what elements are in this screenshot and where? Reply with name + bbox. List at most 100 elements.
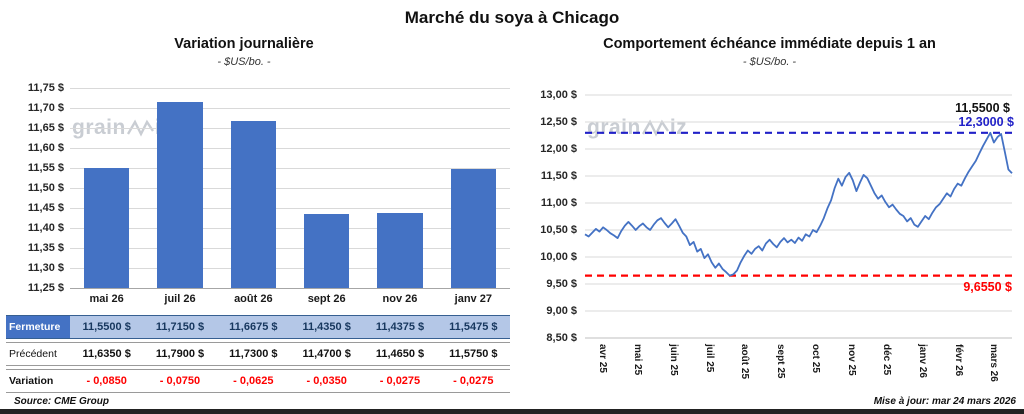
bar-chart-title: Variation journalière	[174, 36, 314, 52]
y-tick-label: 11,50 $	[27, 182, 64, 194]
x-month-label: janv 26	[917, 344, 929, 378]
page-title: Marché du soya à Chicago	[404, 8, 620, 27]
row-label: Variation	[9, 375, 54, 387]
x-month-label: déc 25	[881, 344, 893, 376]
gridline	[70, 128, 510, 129]
table-cell: 11,7150 $	[143, 316, 217, 338]
bar-mai 26	[83, 168, 130, 288]
y-tick-label: 12,50 $	[540, 116, 577, 128]
bar-sept 26	[303, 214, 350, 288]
price-table: Fermeture 11,5500 $11,7150 $11,6675 $11,4…	[6, 315, 510, 396]
bar-x-axis: mai 26 juil 26 août 26 sept 26 nov 26 janv 27	[70, 293, 510, 305]
bar-août 26	[230, 121, 277, 288]
bar-slot	[363, 88, 436, 288]
table-cell: 11,4375 $	[363, 316, 437, 338]
bar-nov 26	[377, 213, 423, 288]
y-tick-label: 12,00 $	[540, 143, 577, 155]
line-plot-area	[584, 94, 1013, 339]
year-high-label: 12,3000 $	[958, 115, 1014, 129]
x-month-label: nov 25	[845, 344, 857, 376]
table-cell: 11,4650 $	[375, 348, 425, 360]
y-tick-label: 11,35 $	[27, 242, 64, 254]
daily-variation-panel: Variation journalière - $US/bo. - grain …	[6, 0, 512, 414]
table-cell: 11,5475 $	[436, 316, 510, 338]
x-category-label: juil 26	[164, 293, 196, 305]
bottom-bar	[0, 409, 1024, 414]
bar-plot-area	[70, 88, 510, 289]
x-month-label: juin 25	[667, 344, 679, 376]
year-low-label: 9,6550 $	[963, 280, 1012, 294]
x-month-label: févr 26	[952, 344, 964, 377]
table-cell: 11,7900 $	[155, 348, 205, 360]
y-tick-label: 9,00 $	[546, 305, 577, 317]
bar-slot	[290, 88, 363, 288]
y-tick-label: 11,65 $	[27, 122, 64, 134]
bar-series	[70, 88, 510, 288]
x-category-label: mai 26	[89, 293, 124, 305]
bar-janv 27	[450, 169, 497, 288]
price-line	[584, 131, 1013, 277]
y-tick-label: 10,00 $	[540, 251, 577, 263]
gridline	[70, 88, 510, 89]
x-category-label: août 26	[234, 293, 273, 305]
gridline	[70, 228, 510, 229]
last-price-label: 11,5500 $	[955, 101, 1010, 115]
y-tick-label: 11,45 $	[27, 202, 64, 214]
y-tick-label: 10,50 $	[540, 224, 577, 236]
y-tick-label: 11,25 $	[27, 282, 64, 294]
table-row-precedent: Précédent 11,6350 $ 11,7900 $ 11,7300 $ 11,4…	[6, 342, 510, 366]
table-cell: - 0,0350	[306, 375, 347, 387]
table-cell: 11,4700 $	[302, 348, 351, 360]
bar-slot	[437, 88, 510, 288]
table-cell: 11,5750 $	[449, 348, 498, 360]
gridline	[70, 288, 510, 289]
y-tick-label: 9,50 $	[546, 278, 577, 290]
bar-slot	[70, 88, 143, 288]
x-month-label: oct 25	[810, 344, 822, 373]
table-cell: - 0,0275	[379, 375, 421, 387]
table-cell: 11,7300 $	[229, 348, 278, 360]
y-tick-label: 11,70 $	[27, 102, 64, 114]
x-month-label: juil 25	[703, 344, 715, 373]
gridline	[70, 208, 510, 209]
table-cell: - 0,0750	[159, 375, 201, 387]
y-tick-label: 8,50 $	[546, 332, 577, 344]
x-month-label: sept 25	[774, 344, 786, 379]
bar-slot	[143, 88, 216, 288]
y-tick-label: 11,30 $	[27, 262, 64, 274]
update-note: Mise à jour: mar 24 mars 2026	[873, 396, 1016, 407]
table-cell: 11,6350 $	[82, 348, 131, 360]
y-tick-label: 13,00 $	[540, 89, 577, 101]
y-tick-label: 11,40 $	[27, 222, 64, 234]
y-tick-label: 11,55 $	[27, 162, 64, 174]
y-tick-label: 11,50 $	[540, 170, 577, 182]
row-label: Fermeture	[6, 316, 70, 338]
table-cell: 11,6675 $	[216, 316, 290, 338]
gridline	[70, 188, 510, 189]
table-cell: 11,4350 $	[290, 316, 364, 338]
one-year-trend-panel: Comportement échéance immédiate depuis 1…	[515, 0, 1024, 414]
gridline	[70, 108, 510, 109]
bar-juil 26	[157, 102, 203, 288]
y-tick-label: 11,60 $	[27, 142, 64, 154]
x-category-label: sept 26	[307, 293, 346, 305]
table-row-variation: Variation - 0,0850 - 0,0750 - 0,0625 - 0,035…	[6, 369, 510, 393]
x-month-label: août 25	[739, 344, 751, 380]
gridline	[70, 168, 510, 169]
line-chart-title: Comportement échéance immédiate depuis 1…	[603, 36, 936, 52]
x-month-label: mars 26	[988, 344, 1000, 382]
row-label: Précédent	[9, 348, 57, 360]
gridline	[70, 148, 510, 149]
table-row-fermeture: Fermeture 11,5500 $11,7150 $11,6675 $11,4…	[6, 315, 510, 339]
y-tick-label: 11,00 $	[540, 197, 577, 209]
gridline	[70, 268, 510, 269]
gridline	[70, 248, 510, 249]
table-cell: - 0,0275	[453, 375, 494, 387]
line-chart-subtitle: - $US/bo. -	[742, 56, 797, 68]
x-month-label: avr 25	[596, 344, 608, 373]
table-cell: - 0,0850	[86, 375, 127, 387]
x-category-label: janv 27	[454, 293, 492, 305]
x-category-label: nov 26	[382, 293, 418, 305]
table-cell: - 0,0625	[233, 375, 274, 387]
